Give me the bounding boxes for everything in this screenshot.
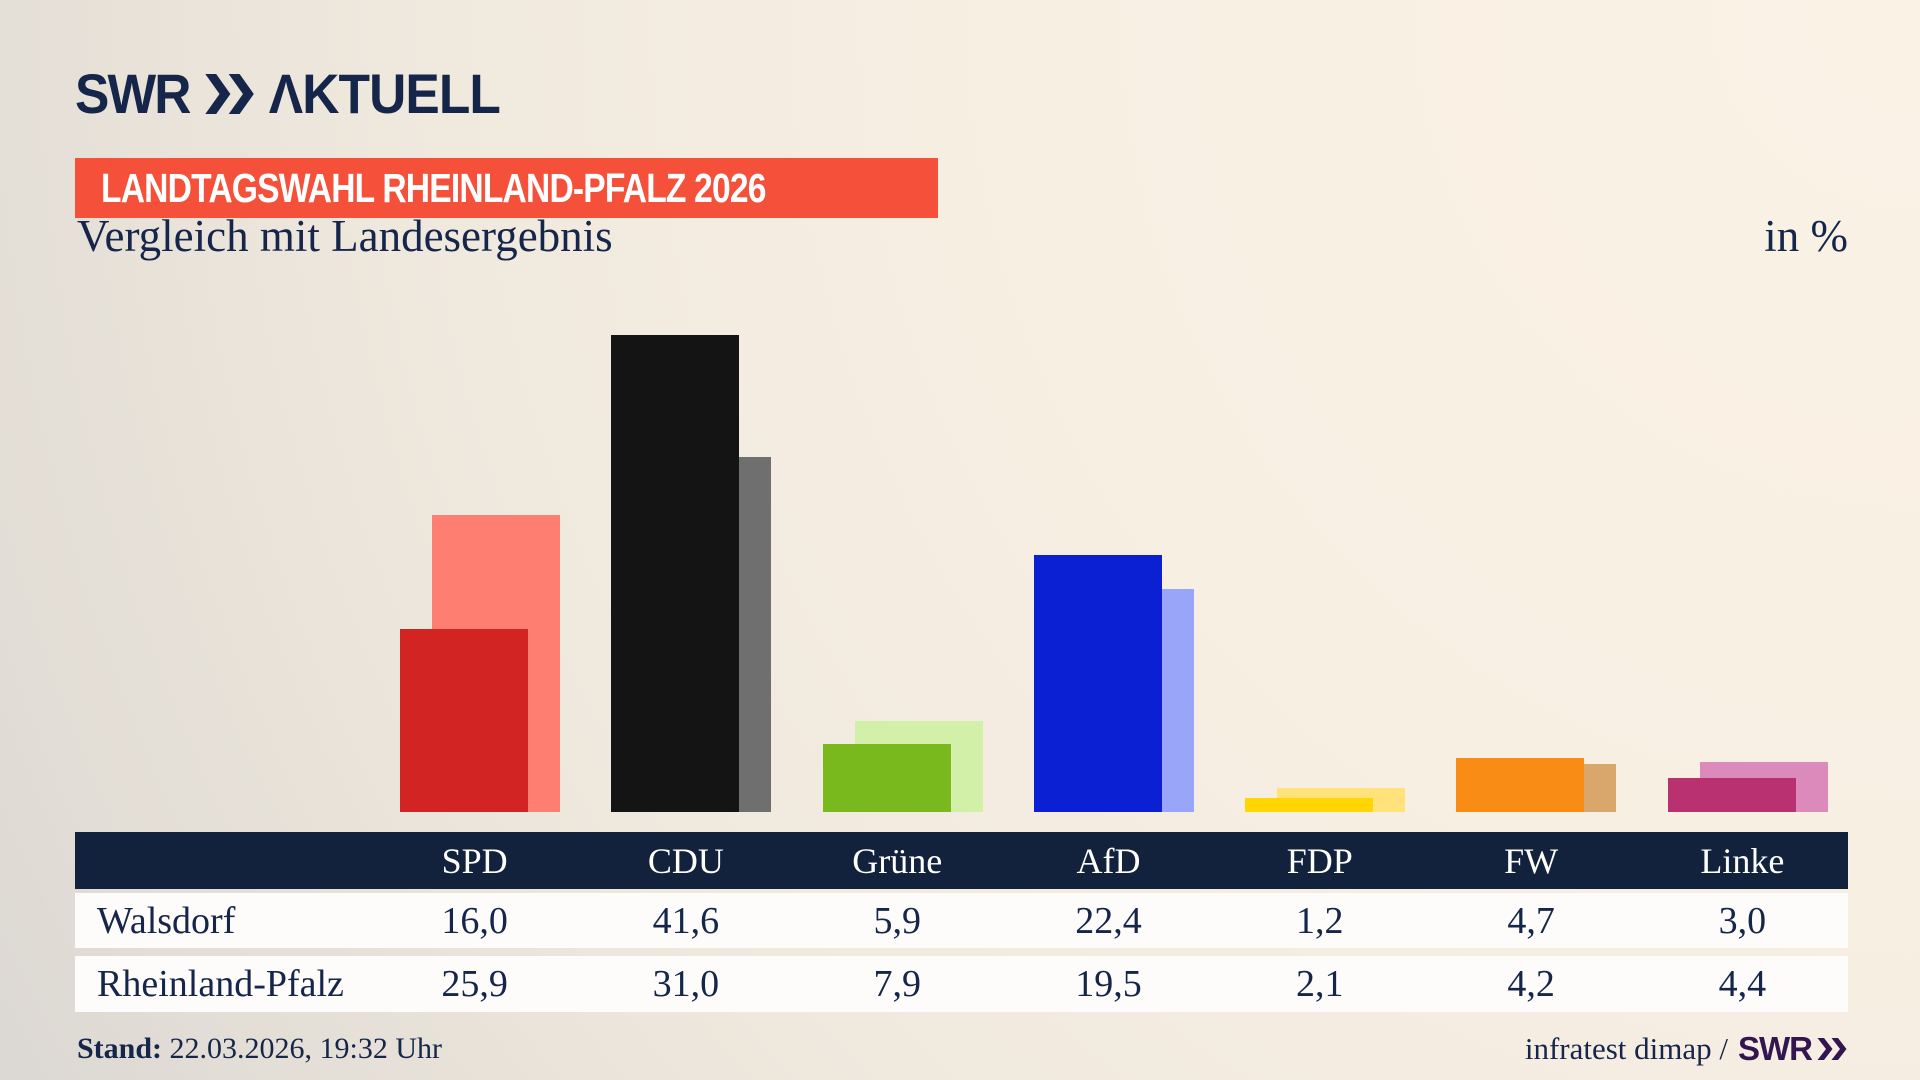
swr-footer-chevrons-icon	[1817, 1038, 1847, 1060]
table-header-row: SPD CDU Grüne AfD FDP FW Linke	[75, 832, 1848, 889]
bar-group-spd	[369, 270, 580, 812]
aktuell-logo-text: ΛKTUELL	[268, 62, 501, 125]
bar-walsdorf-spd	[400, 629, 528, 812]
bar-walsdorf-cdu	[611, 335, 740, 812]
swr-aktuell-logo: SWR ΛKTUELL	[75, 62, 501, 125]
bar-group-fdp	[1214, 270, 1425, 812]
timestamp-label: Stand:	[77, 1032, 163, 1065]
table-row-rheinland-pfalz: Rheinland-Pfalz 25,9 31,0 7,9 19,5 2,1 4,2 4,4	[75, 956, 1848, 1012]
value-rheinland-pfalz-linke: 4,4	[1718, 963, 1767, 1005]
bar-walsdorf-fw	[1456, 758, 1585, 812]
value-walsdorf-spd: 16,0	[441, 899, 508, 942]
value-walsdorf-cdu: 41,6	[652, 899, 720, 942]
bar-walsdorf-afd	[1033, 555, 1162, 812]
swr-footer-logo: SWR	[1738, 1030, 1848, 1068]
source-attribution: infratest dimap / SWR	[1525, 1030, 1848, 1068]
unit-label: in %	[1764, 211, 1848, 261]
value-rheinland-pfalz-grüne: 7,9	[873, 963, 921, 1005]
column-header-fw: FW	[1504, 840, 1559, 881]
swr-logo-text: SWR	[75, 62, 192, 125]
election-badge: LANDTAGSWAHL RHEINLAND-PFALZ 2026	[75, 158, 938, 218]
column-header-cdu: CDU	[647, 840, 724, 881]
value-walsdorf-grüne: 5,9	[873, 899, 921, 942]
bar-walsdorf-linke	[1667, 778, 1796, 812]
column-header-linke: Linke	[1700, 840, 1785, 881]
row-label: Walsdorf	[97, 899, 236, 942]
value-walsdorf-linke: 3,0	[1718, 899, 1767, 942]
table-row-walsdorf: Walsdorf 16,0 41,6 5,9 22,4 1,2 4,7 3,0	[75, 893, 1848, 948]
column-header-fdp: FDP	[1286, 840, 1353, 881]
value-rheinland-pfalz-cdu: 31,0	[652, 963, 720, 1005]
swr-chevrons-icon	[204, 74, 254, 114]
row-label: Rheinland-Pfalz	[97, 963, 344, 1005]
value-rheinland-pfalz-afd: 19,5	[1075, 963, 1142, 1005]
bar-group-fw	[1425, 270, 1636, 812]
chart-title: Vergleich mit Landesergebnis	[77, 211, 613, 261]
election-badge-label: LANDTAGSWAHL RHEINLAND-PFALZ 2026	[101, 164, 767, 211]
value-rheinland-pfalz-fw: 4,2	[1507, 963, 1555, 1005]
bar-chart	[369, 270, 1848, 812]
column-header-spd: SPD	[441, 840, 508, 881]
value-walsdorf-afd: 22,4	[1075, 899, 1142, 942]
source-attribution-text: infratest dimap /	[1524, 1031, 1728, 1066]
value-walsdorf-fw: 4,7	[1507, 899, 1555, 942]
bar-walsdorf-fdp	[1245, 798, 1374, 812]
timestamp-value: 22.03.2026, 19:32 Uhr	[162, 1032, 443, 1065]
bar-group-linke	[1637, 270, 1848, 812]
bar-group-cdu	[580, 270, 791, 812]
timestamp: Stand: 22.03.2026, 19:32 Uhr	[77, 1032, 442, 1066]
value-walsdorf-fdp: 1,2	[1296, 899, 1344, 942]
column-header-afd: AfD	[1076, 840, 1141, 881]
bar-group-afd	[1003, 270, 1214, 812]
bar-group-grüne	[792, 270, 1003, 812]
value-rheinland-pfalz-fdp: 2,1	[1296, 963, 1344, 1005]
bar-walsdorf-grüne	[822, 744, 951, 812]
value-rheinland-pfalz-spd: 25,9	[441, 963, 508, 1005]
swr-footer-logo-text: SWR	[1738, 1030, 1813, 1067]
results-table: SPD CDU Grüne AfD FDP FW Linke Walsdorf 16,0 41,…	[75, 832, 1848, 1012]
column-header-grüne: Grüne	[852, 840, 943, 881]
